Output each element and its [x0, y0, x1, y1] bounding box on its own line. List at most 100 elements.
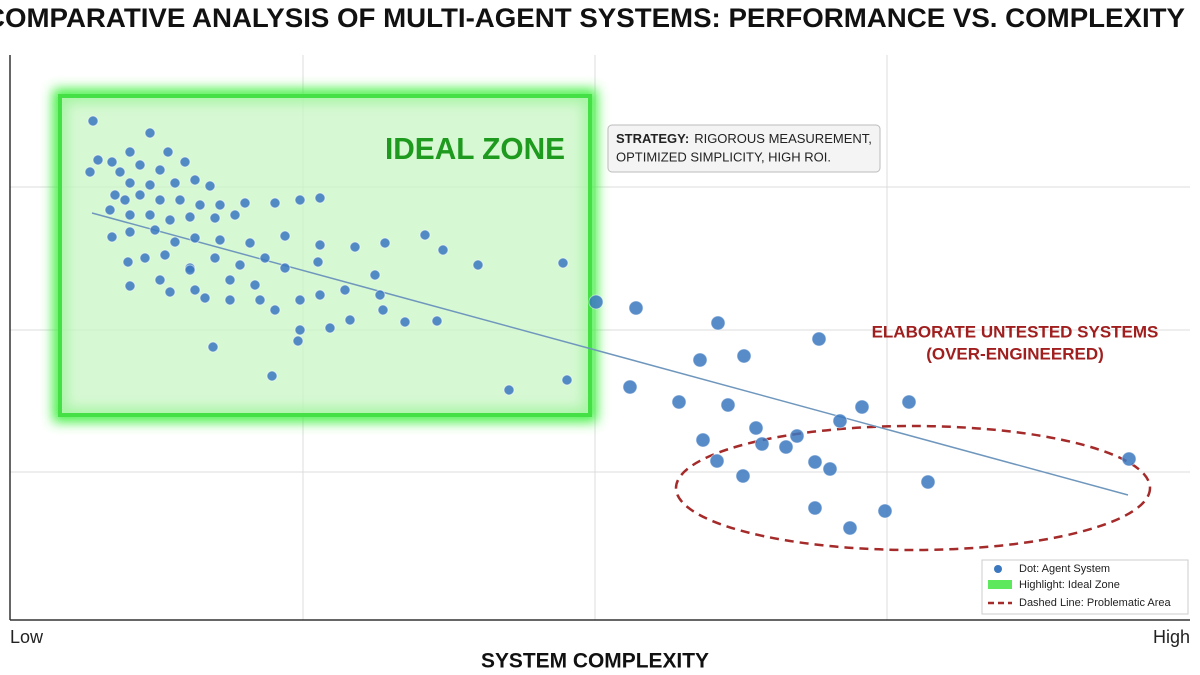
legend-label: Dashed Line: Problematic Area [1019, 597, 1172, 609]
marks [84, 115, 1137, 536]
point [87, 115, 99, 127]
point [695, 432, 711, 448]
legend: Dot: Agent System Highlight: Ideal Zone … [981, 559, 1189, 615]
point [266, 370, 278, 382]
point [194, 199, 206, 211]
point [169, 236, 181, 248]
point [122, 256, 134, 268]
legend-swatch [988, 580, 1012, 589]
point [279, 230, 291, 242]
point [877, 503, 893, 519]
strategy-label: STRATEGY: [616, 131, 689, 146]
point [149, 224, 161, 236]
ideal-zone-label: IDEAL ZONE [385, 131, 565, 166]
point [344, 314, 356, 326]
point [1121, 451, 1137, 467]
chart-title: COMPARATIVE ANALYSIS OF MULTI-AGENT SYST… [0, 3, 1185, 33]
point [84, 166, 96, 178]
point [144, 127, 156, 139]
point [807, 454, 823, 470]
strategy-text: RIGOROUS MEASUREMENT, [694, 131, 872, 146]
legend-label: Highlight: Ideal Zone [1019, 579, 1120, 591]
point [244, 237, 256, 249]
point [154, 274, 166, 286]
point [369, 269, 381, 281]
point [134, 159, 146, 171]
point [503, 384, 515, 396]
point [807, 500, 823, 516]
point [789, 428, 805, 444]
point [124, 177, 136, 189]
problem-label: (OVER-ENGINEERED) [926, 344, 1104, 363]
point [692, 352, 708, 368]
point [106, 231, 118, 243]
point [214, 234, 226, 246]
point [431, 315, 443, 327]
x-tick-label: Low [10, 627, 44, 647]
point [114, 166, 126, 178]
point [162, 146, 174, 158]
point [254, 294, 266, 306]
point [144, 209, 156, 221]
point [229, 209, 241, 221]
point [324, 322, 336, 334]
point [710, 315, 726, 331]
point [832, 413, 848, 429]
point [778, 439, 794, 455]
legend-box [981, 559, 1189, 615]
point [339, 284, 351, 296]
point [189, 174, 201, 186]
point [269, 304, 281, 316]
problem-label: ELABORATE UNTESTED SYSTEMS [872, 322, 1159, 341]
point [314, 239, 326, 251]
strategy-line: STRATEGY: RIGOROUS MEASUREMENT, [616, 131, 872, 146]
point [106, 156, 118, 168]
point [379, 237, 391, 249]
point [139, 252, 151, 264]
point [557, 257, 569, 269]
point [209, 252, 221, 264]
point [399, 316, 411, 328]
point [628, 300, 644, 316]
point [204, 180, 216, 192]
point [119, 194, 131, 206]
point [822, 461, 838, 477]
point [124, 280, 136, 292]
point [269, 197, 281, 209]
point [259, 252, 271, 264]
point [854, 399, 870, 415]
point [292, 335, 304, 347]
point [842, 520, 858, 536]
point [622, 379, 638, 395]
point [209, 212, 221, 224]
point [294, 194, 306, 206]
point [735, 468, 751, 484]
point [472, 259, 484, 271]
point [736, 348, 752, 364]
point [92, 154, 104, 166]
point [144, 179, 156, 191]
point [164, 214, 176, 226]
point [164, 286, 176, 298]
point [189, 284, 201, 296]
point [207, 341, 219, 353]
point [179, 156, 191, 168]
point [199, 292, 211, 304]
point [279, 262, 291, 274]
point [224, 294, 236, 306]
point [154, 164, 166, 176]
point [419, 229, 431, 241]
point [748, 420, 764, 436]
point [224, 274, 236, 286]
point [104, 204, 116, 216]
point [437, 244, 449, 256]
point [561, 374, 573, 386]
point [234, 259, 246, 271]
point [374, 289, 386, 301]
point [174, 194, 186, 206]
point [214, 199, 226, 211]
point [134, 189, 146, 201]
point [239, 197, 251, 209]
point [159, 249, 171, 261]
